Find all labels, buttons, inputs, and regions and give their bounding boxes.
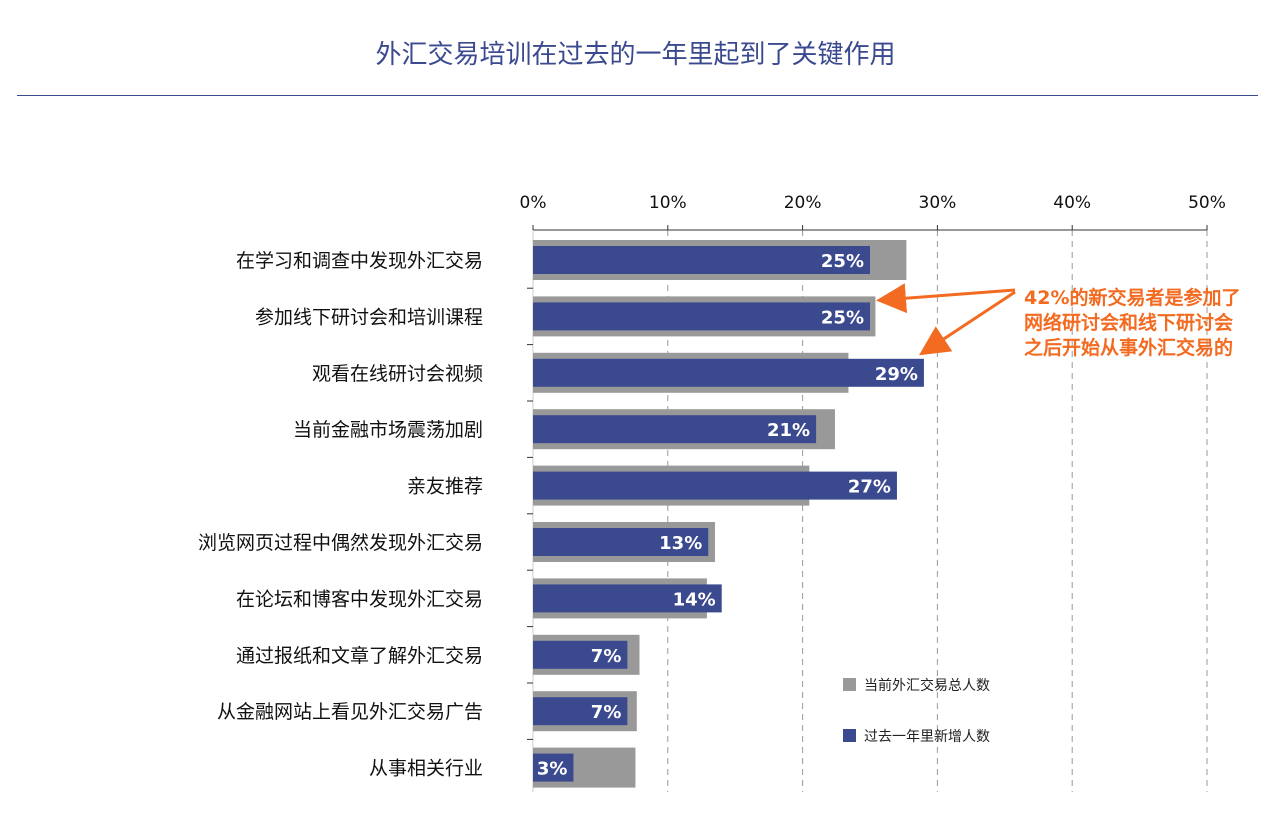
data-label: 21% bbox=[767, 420, 810, 441]
title-divider bbox=[17, 95, 1258, 96]
category-label: 在学习和调查中发现外汇交易 bbox=[236, 250, 483, 272]
data-label: 3% bbox=[537, 759, 568, 780]
annotation-text: 42%的新交易者是参加了网络研讨会和线下研讨会之后开始从事外汇交易的 bbox=[1024, 287, 1241, 359]
bar-new bbox=[533, 246, 870, 274]
bar-new bbox=[533, 415, 817, 444]
category-label: 通过报纸和文章了解外汇交易 bbox=[236, 645, 483, 667]
bar-new bbox=[533, 358, 924, 387]
x-tick-label: 40% bbox=[1053, 193, 1091, 213]
legend-swatch-new bbox=[843, 729, 856, 742]
x-tick-label: 0% bbox=[520, 193, 547, 213]
bar-new bbox=[533, 302, 870, 331]
category-label: 参加线下研讨会和培训课程 bbox=[255, 306, 483, 328]
x-tick-label: 50% bbox=[1188, 193, 1226, 213]
data-label: 7% bbox=[591, 702, 622, 723]
bar-new bbox=[533, 584, 722, 613]
data-label: 7% bbox=[591, 646, 622, 667]
legend-label-total: 当前外汇交易总人数 bbox=[864, 677, 990, 694]
annotation-arrow bbox=[876, 283, 1016, 314]
category-label: 浏览网页过程中偶然发现外汇交易 bbox=[198, 532, 483, 554]
bar-new bbox=[533, 640, 628, 669]
bar-new bbox=[533, 697, 628, 726]
data-label: 13% bbox=[659, 533, 702, 554]
bar-new bbox=[533, 471, 897, 500]
bar-new bbox=[533, 753, 574, 782]
legend-label-new: 过去一年里新增人数 bbox=[864, 729, 990, 745]
x-tick-label: 10% bbox=[649, 193, 687, 213]
x-tick-label: 20% bbox=[784, 193, 822, 213]
chart-title: 外汇交易培训在过去的一年里起到了关键作用 bbox=[375, 40, 896, 70]
category-label: 从事相关行业 bbox=[369, 758, 483, 780]
category-label: 当前金融市场震荡加剧 bbox=[293, 419, 483, 441]
data-label: 27% bbox=[848, 477, 891, 498]
data-label: 25% bbox=[821, 251, 864, 272]
category-label: 从金融网站上看见外汇交易广告 bbox=[217, 701, 483, 723]
legend-swatch-total bbox=[843, 678, 856, 691]
data-label: 25% bbox=[821, 307, 864, 328]
category-label: 亲友推荐 bbox=[407, 476, 483, 498]
bar-new bbox=[533, 528, 709, 556]
category-label: 在论坛和博客中发现外汇交易 bbox=[236, 588, 483, 610]
category-label: 观看在线研讨会视频 bbox=[312, 363, 483, 385]
annotation-arrow bbox=[918, 290, 1016, 356]
data-label: 29% bbox=[875, 364, 918, 385]
data-label: 14% bbox=[673, 589, 716, 610]
x-tick-label: 30% bbox=[919, 193, 957, 213]
